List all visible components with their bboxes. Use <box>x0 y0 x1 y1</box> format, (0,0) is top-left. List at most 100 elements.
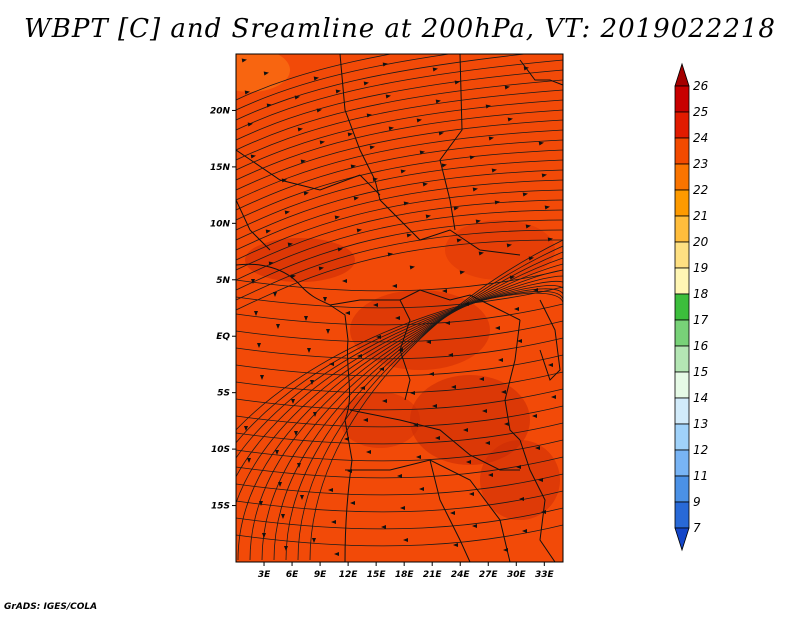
flow-arrow <box>482 409 487 413</box>
wbpt-dark-patch <box>245 238 355 282</box>
streamline <box>236 99 563 171</box>
flow-arrow <box>244 90 250 95</box>
grads-credit: GrADS: IGES/COLA <box>4 602 98 612</box>
latitude-axis: 20N 15N 10N 5N EQ 5S 10S 15S <box>210 106 236 512</box>
flow-arrow <box>479 377 484 381</box>
flow-arrow <box>300 159 306 164</box>
flow-arrow <box>464 302 469 306</box>
colorbar-label: 19 <box>693 261 708 275</box>
flow-arrow <box>350 164 356 169</box>
colorbar-label: 14 <box>693 391 708 405</box>
colorbar-label: 16 <box>693 339 709 353</box>
flow-arrow <box>472 524 477 528</box>
flow-arrow <box>313 412 317 417</box>
streamline <box>236 456 563 479</box>
lat-tick-label: 10S <box>211 445 230 455</box>
streamline <box>236 189 563 261</box>
streamline <box>236 69 563 141</box>
flow-arrow <box>478 251 484 256</box>
flow-arrow <box>335 89 341 94</box>
flow-arrow <box>469 492 474 496</box>
lat-tick-label: EQ <box>216 332 230 342</box>
lon-tick-label: 18E <box>395 570 415 580</box>
lon-tick-label: 9E <box>314 570 327 580</box>
flow-arrow <box>247 122 253 127</box>
flow-arrow <box>244 426 248 431</box>
flow-arrow <box>318 266 324 271</box>
flow-arrow <box>491 168 497 173</box>
flow-arrow <box>381 525 386 529</box>
colorbar-box <box>674 319 690 347</box>
flow-arrow <box>388 126 394 131</box>
streamline <box>236 422 563 445</box>
flow-arrow <box>363 418 368 422</box>
colorbar-box <box>674 449 690 477</box>
flow-arrow <box>260 375 264 380</box>
flow-arrow <box>353 196 359 201</box>
flow-arrow <box>356 228 362 233</box>
flow-arrow <box>485 104 491 109</box>
colorbar-label: 9 <box>693 495 701 509</box>
colorbar-box <box>674 501 690 529</box>
map-frame <box>235 53 564 563</box>
flow-arrow <box>382 399 387 403</box>
border <box>429 459 471 562</box>
colorbar-box <box>674 163 690 191</box>
colorbar-label: 24 <box>693 131 708 145</box>
flow-arrow <box>294 95 300 100</box>
flow-arrow <box>323 297 327 302</box>
wbpt-dark-patch <box>340 392 420 448</box>
flow-arrow <box>373 303 378 307</box>
flow-arrow <box>347 132 353 137</box>
lat-tick-label: 5S <box>217 389 230 399</box>
flow-arrow <box>416 118 422 123</box>
flow-arrow <box>284 210 290 215</box>
flow-arrow <box>516 465 521 469</box>
colorbar-bottom-arrow <box>674 527 690 552</box>
flow-arrow <box>544 205 550 210</box>
flow-arrow <box>329 362 334 366</box>
flow-arrow <box>485 441 490 445</box>
flow-arrow <box>448 353 453 357</box>
streamline <box>236 119 563 191</box>
lon-tick-label: 15E <box>367 570 387 580</box>
flow-arrow <box>538 141 544 146</box>
streamline <box>236 290 563 444</box>
flow-arrow <box>432 404 437 408</box>
flow-arrow <box>551 395 556 399</box>
flow-arrow <box>453 543 458 547</box>
border <box>504 319 521 441</box>
flow-arrow <box>297 463 301 468</box>
border <box>236 199 271 251</box>
colorbar-label: 18 <box>693 287 709 301</box>
colorbar-label: 15 <box>693 365 708 379</box>
streamline <box>236 54 452 111</box>
streamlines <box>236 54 563 561</box>
flow-arrow <box>345 311 350 315</box>
colorbar-label: 12 <box>693 443 708 457</box>
flow-arrow <box>425 214 431 219</box>
flow-arrow <box>519 497 524 501</box>
colorbar-label: 21 <box>693 209 708 223</box>
flow-arrow <box>254 311 258 316</box>
flow-arrow <box>251 279 255 284</box>
flow-arrow <box>297 127 303 132</box>
flow-arrow <box>535 446 540 450</box>
colorbar-box <box>674 215 690 243</box>
flow-arrow <box>342 279 347 283</box>
colorbar-box <box>674 137 690 165</box>
streamline <box>236 269 563 292</box>
flow-arrow <box>400 506 405 510</box>
streamline <box>236 388 563 411</box>
border <box>359 174 381 196</box>
longitude-axis: 3E 6E 9E 12E 15E 18E 21E 24E 27E 30E 33E <box>258 562 554 580</box>
coastline <box>236 263 353 562</box>
flow-arrow <box>281 514 285 519</box>
border <box>379 199 521 256</box>
page-title: WBPT [C] and Sreamline at 200hPa, VT: 20… <box>24 14 776 44</box>
streamline <box>236 320 563 343</box>
streamline <box>236 54 529 121</box>
flow-arrow <box>459 270 465 275</box>
flow-arrow <box>409 265 415 270</box>
flow-arrow <box>506 243 512 248</box>
